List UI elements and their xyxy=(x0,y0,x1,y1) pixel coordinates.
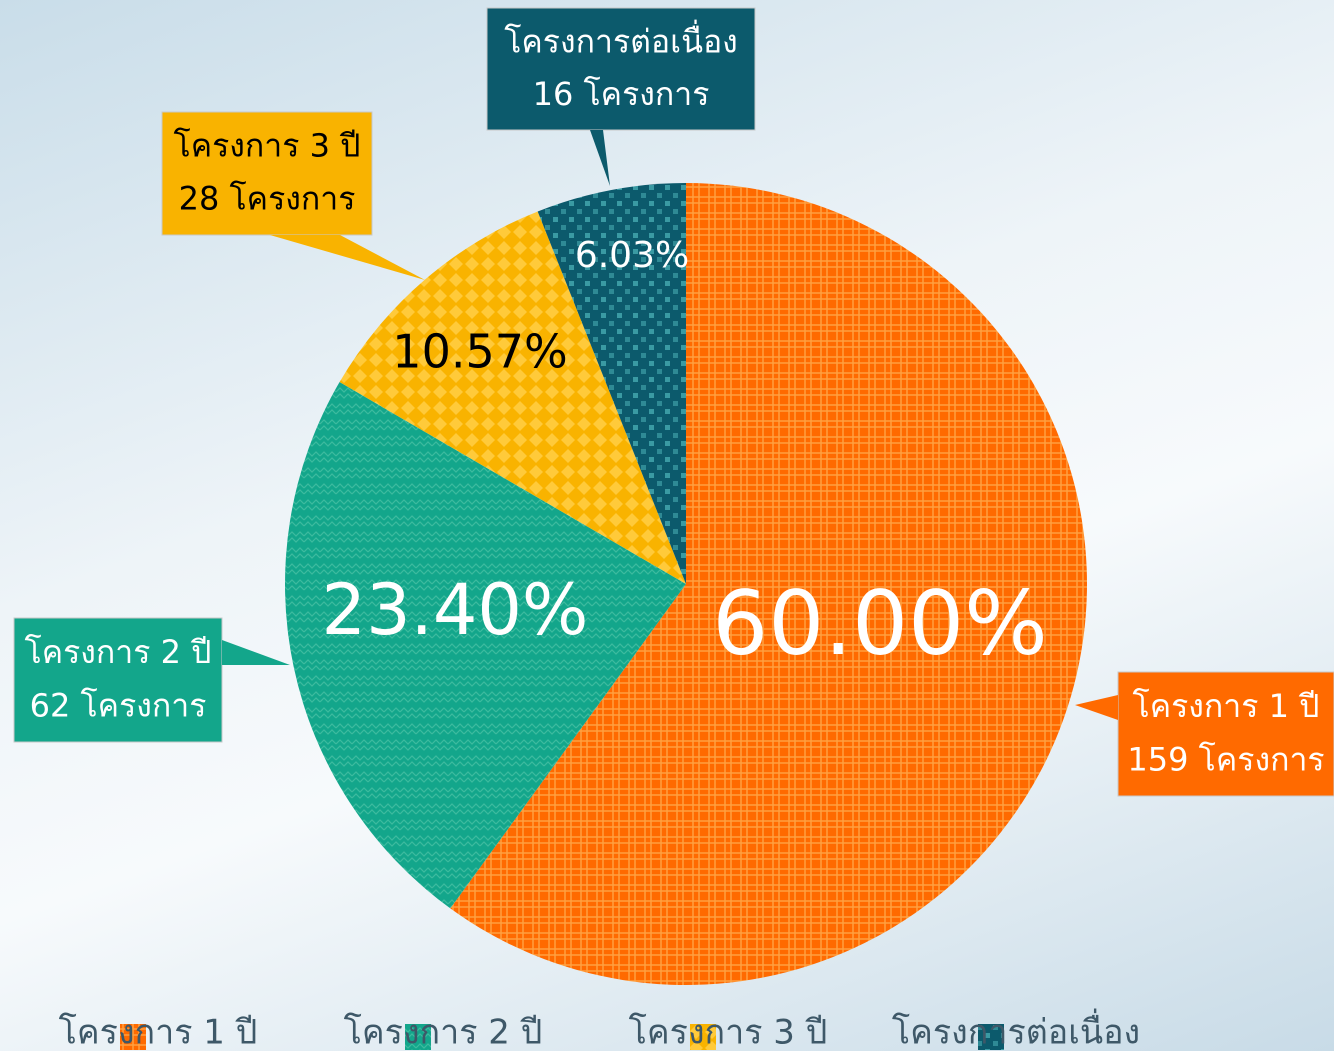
callout-category: โครงการต่อเนื่อง xyxy=(504,19,738,60)
callout-box xyxy=(1117,671,1334,797)
callout-pointer xyxy=(270,235,425,280)
pie-slice xyxy=(339,211,686,584)
legend-label: โครงการ 1 ปี xyxy=(59,1013,258,1051)
pie-slice xyxy=(284,382,686,909)
callout-pointer xyxy=(1075,695,1118,720)
callout-pointer xyxy=(222,640,290,665)
callout-count: 16 โครงการ xyxy=(533,75,710,113)
callout-category: โครงการ 2 ปี xyxy=(25,633,212,671)
callout-count: 62 โครงการ xyxy=(30,686,207,724)
callout-box xyxy=(486,7,756,131)
callout-count: 28 โครงการ xyxy=(179,180,356,218)
legend-label: โครงการ 2 ปี xyxy=(344,1013,543,1051)
callout-box xyxy=(13,617,223,743)
value-label: 23.40% xyxy=(322,569,589,651)
value-label: 10.57% xyxy=(392,325,567,379)
callout-box xyxy=(161,111,373,236)
callout-category: โครงการ 3 ปี xyxy=(174,127,361,165)
callout-pointer xyxy=(590,130,610,186)
legend-swatch xyxy=(405,1024,431,1050)
legend-label: โครงการ 3 ปี xyxy=(629,1013,828,1051)
value-label: 6.03% xyxy=(575,235,689,276)
legend-swatch xyxy=(978,1024,1004,1050)
callout-category: โครงการ 1 ปี xyxy=(1133,687,1320,725)
legend-swatch xyxy=(690,1024,716,1050)
legend-label: โครงการต่อเนื่อง xyxy=(892,1009,1140,1051)
callout-count: 159 โครงการ xyxy=(1127,740,1324,778)
pie-slice xyxy=(537,183,686,584)
legend-swatch xyxy=(120,1024,146,1050)
pie-slice xyxy=(450,183,1087,985)
value-label: 60.00% xyxy=(712,572,1048,675)
